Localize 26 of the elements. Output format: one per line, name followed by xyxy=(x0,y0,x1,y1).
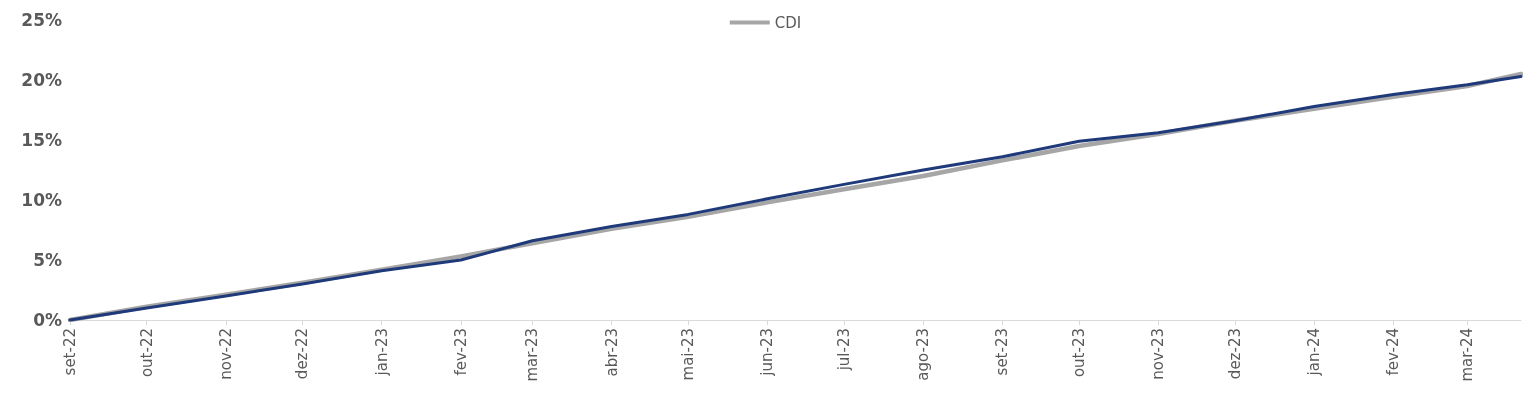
x-tick-label: fev-24 xyxy=(1384,328,1403,376)
y-tick-label: 0% xyxy=(33,310,62,330)
x-tick-label: abr-23 xyxy=(602,328,621,377)
x-tick-label: dez-22 xyxy=(293,328,312,380)
y-tick-label: 5% xyxy=(33,250,62,270)
x-tick-label: jan-23 xyxy=(372,328,391,377)
x-tick-label: fev-23 xyxy=(451,328,470,376)
x-tick-label: set-22 xyxy=(61,328,79,376)
x-tick-label: set-23 xyxy=(993,328,1012,376)
x-tick-label: out-23 xyxy=(1070,328,1089,378)
x-tick-label: mar-24 xyxy=(1458,328,1477,382)
x-tick-label: nov-23 xyxy=(1149,328,1168,380)
x-tick-label: jan-24 xyxy=(1305,328,1324,377)
x-tick-label: nov-22 xyxy=(216,328,235,380)
x-tick-label: mar-23 xyxy=(523,328,542,382)
y-tick-label: 20% xyxy=(21,70,62,90)
x-tick-label: jul-23 xyxy=(835,328,854,372)
x-tick-label: out-22 xyxy=(137,328,156,378)
y-tick-label: 15% xyxy=(21,130,62,150)
x-tick-label: jun-23 xyxy=(758,328,777,377)
y-tick-label: 25% xyxy=(21,10,62,30)
y-tick-label: 10% xyxy=(21,190,62,210)
x-tick-label: dez-23 xyxy=(1225,328,1244,380)
x-tick-label: ago-23 xyxy=(914,328,933,381)
x-tick-label: mai-23 xyxy=(679,328,698,381)
legend-label: CDI xyxy=(774,13,802,32)
